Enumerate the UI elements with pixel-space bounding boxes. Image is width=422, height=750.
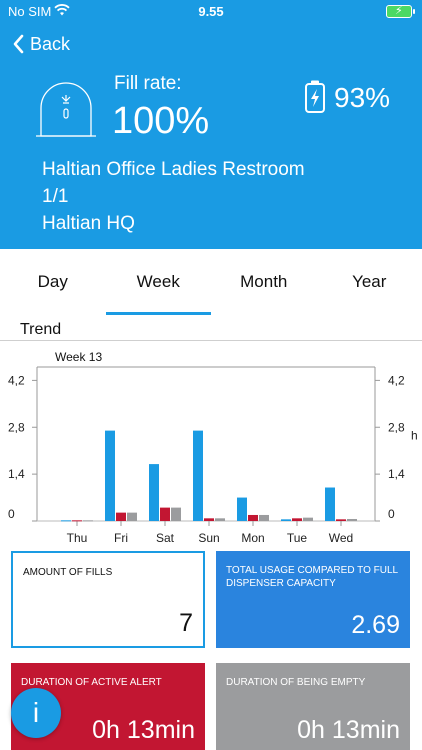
chart-bar (61, 520, 71, 522)
amount-of-fills-label: AMOUNT OF FILLS (23, 567, 113, 578)
chart-bar (281, 519, 291, 521)
being-empty-card[interactable]: DURATION OF BEING EMPTY 0h 13min (216, 663, 410, 750)
chart-bar (215, 518, 225, 521)
chart-bar (237, 497, 247, 521)
chart-bar (171, 507, 181, 521)
tab-year-label: Year (352, 272, 387, 291)
y-axis-unit: h (411, 428, 418, 442)
tab-week[interactable]: Week (105, 249, 212, 315)
chart-bar (116, 512, 126, 521)
floor-label: 1/1 (42, 186, 69, 207)
x-tick-label: Thu (67, 531, 88, 545)
battery-charging-icon (305, 80, 325, 113)
fill-rate-label: Fill rate: (114, 73, 182, 94)
battery-value: 93% (334, 82, 391, 113)
tab-day-label: Day (37, 272, 68, 291)
x-tick-label: Sat (156, 531, 175, 545)
chart-bar (193, 430, 203, 521)
amount-of-fills-card[interactable]: AMOUNT OF FILLS 7 (11, 551, 205, 648)
trend-chart-svg: Week 13 0 0 1,4 1,4 2,8 2,8 4,2 4,2 h Thu Fri Sat Sun… (8, 350, 418, 545)
chevron-left-icon (13, 34, 24, 54)
active-alert-label: DURATION OF ACTIVE ALERT (21, 677, 162, 688)
chart-bar (127, 512, 137, 521)
header: No SIM 9.55 ⚡ Back Fill rate: 100% 93% H… (0, 0, 422, 249)
chart-bar (347, 518, 357, 521)
active-alert-card[interactable]: DURATION OF ACTIVE ALERT 0h 13min (11, 663, 205, 750)
tab-year[interactable]: Year (317, 249, 422, 315)
chart-bar (160, 507, 170, 521)
y-tick-label-right: 2,8 (388, 420, 405, 434)
chart-bar (303, 517, 313, 521)
chart-bar (336, 519, 346, 521)
chart-title: Week 13 (55, 350, 102, 364)
x-tick-label: Mon (241, 531, 264, 545)
dispenser-icon (36, 82, 96, 137)
total-usage-label: TOTAL USAGE COMPARED TO FULL DISPENSER C… (226, 565, 398, 589)
y-tick-label-left: 2,8 (8, 420, 25, 434)
wifi-icon (54, 4, 70, 16)
active-alert-value: 0h 13min (92, 716, 195, 744)
tab-week-label: Week (136, 272, 180, 291)
x-tick-label: Wed (329, 531, 353, 545)
tab-day[interactable]: Day (0, 249, 106, 315)
trend-title: Trend (20, 321, 62, 338)
tab-month[interactable]: Month (211, 249, 317, 315)
y-tick-label-right: 0 (388, 507, 395, 521)
chart-bar (72, 520, 82, 522)
chart-bar (204, 518, 214, 521)
total-usage-value: 2.69 (351, 611, 400, 639)
being-empty-value: 0h 13min (297, 716, 400, 744)
tab-month-label: Month (240, 272, 288, 291)
trend-chart: Week 13 0 0 1,4 1,4 2,8 2,8 4,2 4,2 h Thu Fri Sat Sun… (0, 340, 422, 547)
chart-bar (248, 514, 258, 521)
chart-bar (105, 430, 115, 521)
y-tick-label-left: 1,4 (8, 467, 25, 481)
amount-of-fills-value: 7 (179, 609, 193, 637)
chart-bar (83, 520, 93, 522)
x-tick-label: Fri (114, 531, 128, 545)
chart-bar (292, 518, 302, 521)
location-name: Haltian Office Ladies Restroom (42, 159, 305, 180)
info-icon[interactable]: i (11, 688, 61, 738)
x-tick-label: Tue (287, 531, 308, 545)
site-label: Haltian HQ (42, 213, 135, 234)
fill-rate-value: 100% (112, 100, 210, 142)
back-label: Back (30, 33, 71, 54)
status-bar: No SIM 9.55 ⚡ (0, 0, 422, 24)
y-tick-label-left: 4,2 (8, 373, 25, 387)
status-time: 9.55 (198, 4, 224, 19)
carrier-label: No SIM (8, 4, 52, 19)
y-tick-label-left: 0 (8, 507, 15, 521)
y-tick-label-right: 1,4 (388, 467, 405, 481)
chart-bar (259, 514, 269, 521)
chart-bar (149, 464, 159, 521)
status-battery-icon: ⚡ (386, 5, 415, 18)
total-usage-card[interactable]: TOTAL USAGE COMPARED TO FULL DISPENSER C… (216, 551, 410, 648)
back-button[interactable]: Back (12, 31, 70, 57)
y-tick-label-right: 4,2 (388, 373, 405, 387)
chart-bar (325, 487, 335, 521)
period-tabs: Day Week Month Year (0, 249, 422, 315)
being-empty-label: DURATION OF BEING EMPTY (226, 677, 366, 688)
x-tick-label: Sun (198, 531, 219, 545)
